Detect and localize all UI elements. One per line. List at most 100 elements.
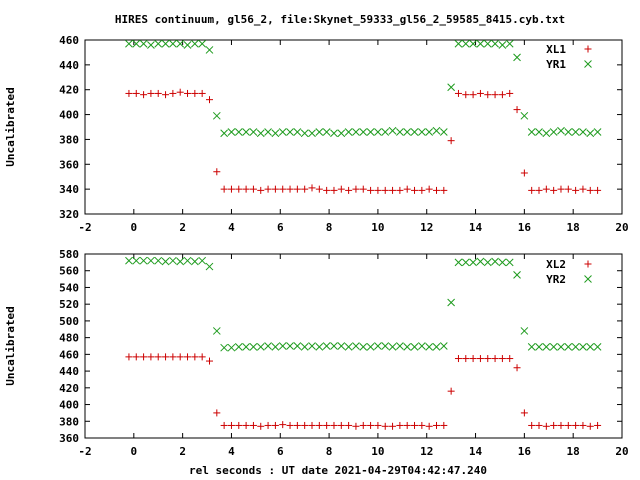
data-point: [381, 342, 390, 350]
data-point: [447, 137, 455, 145]
legend-marker: [584, 275, 592, 283]
data-point: [293, 421, 301, 429]
data-point: [139, 256, 148, 265]
data-point: [308, 421, 316, 429]
x-axis-label: rel seconds : UT date 2021-04-29T04:42:4…: [189, 464, 487, 477]
upper-panel: -2 0 2 4 6 8 10 12 14 16 18 20 320 340 360 380 400 420 440…: [4, 34, 629, 234]
data-point: [432, 342, 441, 351]
data-point: [125, 89, 133, 97]
data-point: [337, 342, 346, 350]
y-tick-label: 360: [59, 158, 79, 171]
data-point: [322, 342, 331, 350]
data-point: [476, 39, 485, 48]
data-point: [212, 327, 221, 335]
data-point: [315, 185, 323, 193]
data-point: [242, 185, 250, 193]
y-tick-label: 400: [59, 109, 79, 122]
data-point: [505, 39, 514, 48]
data-point: [242, 342, 250, 351]
legend-label: XL2: [546, 258, 566, 271]
data-point: [190, 257, 199, 266]
data-point: [205, 262, 214, 271]
data-point: [498, 355, 506, 363]
data-point: [271, 185, 279, 193]
data-point: [308, 184, 316, 192]
data-point: [396, 342, 404, 350]
legend-marker: [584, 260, 592, 268]
x-tick-label: 10: [371, 445, 384, 458]
data-point: [337, 129, 346, 138]
legend-marker: [584, 45, 592, 53]
data-point: [462, 91, 470, 99]
data-point: [403, 342, 412, 351]
data-point: [410, 342, 419, 351]
data-point: [550, 186, 558, 194]
data-point: [352, 185, 360, 193]
data-point: [227, 185, 235, 193]
data-point: [169, 89, 177, 97]
data-point: [549, 128, 558, 136]
data-point: [425, 342, 434, 351]
data-point: [330, 129, 338, 138]
data-point: [345, 186, 353, 194]
data-point: [190, 39, 199, 48]
data-point: [139, 39, 148, 48]
data-point: [564, 421, 572, 429]
data-point: [513, 271, 521, 279]
data-point: [330, 342, 338, 350]
series-xl2: [125, 353, 602, 430]
data-point: [315, 421, 323, 429]
data-point: [176, 353, 184, 361]
y-tick-label: 360: [59, 432, 79, 445]
data-point: [498, 258, 507, 267]
data-point: [476, 355, 484, 363]
x-tick-label: 16: [518, 445, 532, 458]
y-tick-label: 320: [59, 208, 79, 221]
data-point: [447, 83, 455, 92]
data-point: [557, 421, 565, 429]
data-point: [249, 421, 257, 429]
data-point: [169, 39, 177, 48]
x-tick-label: 18: [567, 445, 580, 458]
data-point: [586, 422, 594, 430]
x-tick-label: 10: [371, 221, 384, 234]
data-point: [132, 39, 141, 48]
data-point: [213, 409, 221, 417]
data-point: [256, 129, 265, 138]
data-point: [374, 342, 382, 350]
y-tick-label: 460: [59, 348, 79, 361]
data-point: [389, 422, 397, 430]
x-tick-label: 4: [228, 445, 235, 458]
data-point: [564, 128, 573, 136]
chart-title: HIRES continuum, gl56_2, file:Skynet_593…: [115, 13, 565, 26]
data-point: [257, 422, 265, 430]
data-point: [571, 342, 580, 351]
data-point: [234, 128, 243, 136]
data-point: [198, 39, 207, 48]
data-point: [147, 353, 155, 361]
data-point: [572, 421, 580, 429]
y-tick-label: 340: [59, 183, 79, 196]
data-point: [542, 129, 551, 138]
data-point: [132, 256, 141, 265]
data-point: [227, 128, 236, 136]
data-point: [264, 421, 272, 429]
y-tick-label: 420: [59, 382, 79, 395]
data-point: [542, 342, 551, 351]
x-tick-label: 8: [326, 445, 333, 458]
data-point: [161, 257, 170, 266]
data-point: [337, 421, 345, 429]
data-point: [389, 186, 397, 194]
y-tick-label: 420: [59, 84, 79, 97]
x-tick-label: 2: [179, 221, 186, 234]
y-axis-label: Uncalibrated: [4, 306, 17, 385]
data-point: [535, 421, 543, 429]
data-point: [520, 327, 529, 335]
data-point: [513, 106, 521, 114]
data-point: [249, 185, 257, 193]
y-tick-label: 540: [59, 281, 79, 294]
data-point: [367, 186, 375, 194]
data-point: [293, 342, 302, 350]
data-point: [542, 185, 550, 193]
data-point: [535, 186, 543, 194]
